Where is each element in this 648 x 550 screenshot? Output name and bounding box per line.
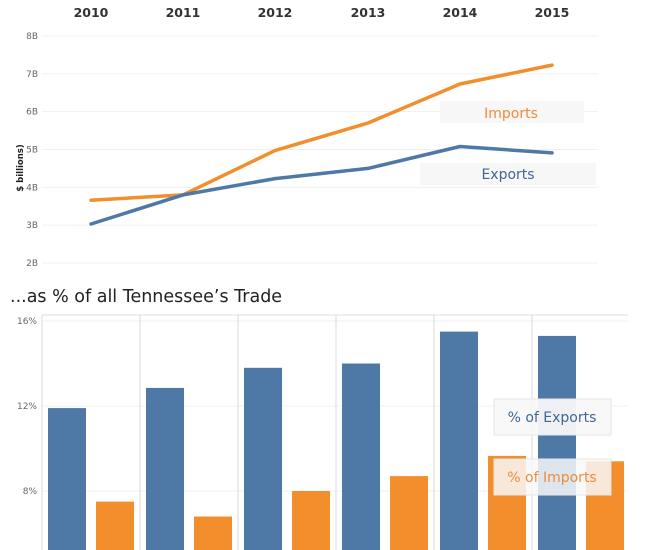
line-y-tick-label: 7B [26,70,38,80]
line-y-tick-label: 2B [26,259,38,269]
imports-pct-bar [292,491,330,550]
imports-pct-bar [96,501,134,550]
imports-series-label: Imports [484,106,538,122]
line-y-axis-label: $ billions) [16,144,26,192]
year-label: 2010 [74,5,109,20]
bar-chart-title: ...as % of all Tennessee’s Trade [10,287,282,307]
exports-pct-label-box [493,398,612,436]
line-y-tick-label: 5B [26,146,38,156]
bar-y-tick-label: 12% [17,402,37,412]
exports-pct-bar [538,335,576,550]
exports-label-box [420,163,596,185]
exports-pct-bar [440,331,478,550]
exports-pct-label: % of Exports [508,410,597,426]
exports-pct-bar [244,367,282,550]
exports-pct-bar [342,363,380,550]
imports-pct-bar [390,476,428,550]
bar-y-tick-label: 8% [23,487,38,497]
imports-pct-label-box [493,458,612,496]
year-label: 2013 [351,5,386,20]
line-y-tick-label: 3B [26,221,38,231]
imports-pct-label: % of Imports [507,470,596,486]
year-label: 2012 [258,5,293,20]
imports-pct-bar [194,516,232,550]
exports-series-label: Exports [481,167,534,183]
imports-label-box [440,101,584,123]
bar-y-tick-label: 16% [17,317,37,327]
year-label: 2014 [443,5,478,20]
exports-pct-bar [146,387,184,550]
line-y-tick-label: 8B [26,32,38,42]
year-label: 2015 [535,5,570,20]
exports-line [89,144,554,226]
imports-line [89,63,554,202]
line-y-tick-label: 4B [26,183,38,193]
year-label: 2011 [166,5,201,20]
exports-pct-bar [48,408,86,550]
line-y-tick-label: 6B [26,108,38,118]
